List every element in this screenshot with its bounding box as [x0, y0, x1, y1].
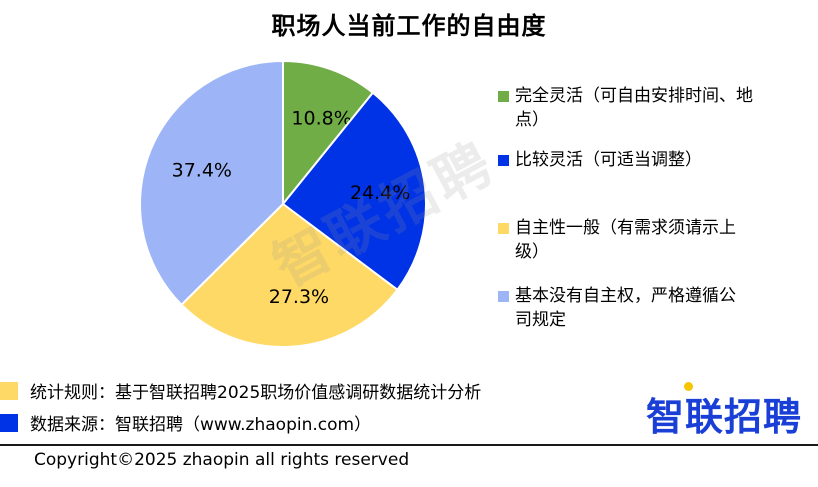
pie-data-label-0: 10.8%: [291, 108, 351, 130]
legend-item-fairly-flexible: 比较灵活（可适当调整）: [498, 148, 775, 172]
legend-swatch: [498, 223, 509, 234]
legend-label: 基本没有自主权，严格遵循公司规定: [515, 286, 736, 330]
legend-item-fully-flexible: 完全灵活（可自由安排时间、地点）: [498, 84, 755, 132]
copyright: Copyright©2025 zhaopin all rights reserv…: [34, 450, 410, 470]
pie-data-label-1: 24.4%: [350, 182, 410, 204]
pie-slice-3: [139, 59, 284, 307]
logo-text: 智联招聘: [646, 395, 803, 439]
zhaopin-logo: 智联招聘: [646, 382, 803, 441]
legend-item-moderate-autonomy: 自主性一般（有需求须请示上级）: [498, 216, 755, 264]
legend-swatch: [498, 91, 509, 102]
footnote-text: 数据来源：智联招聘（www.zhaopin.com）: [30, 415, 372, 435]
divider: [0, 444, 818, 446]
legend-item-no-autonomy: 基本没有自主权，严格遵循公司规定: [498, 284, 750, 332]
footnote-marker: [0, 413, 18, 432]
logo-dot: [684, 382, 693, 391]
legend-swatch: [498, 291, 509, 302]
pie-data-label-3: 37.4%: [172, 160, 232, 182]
legend-label: 完全灵活（可自由安排时间、地点）: [515, 86, 753, 130]
footnote-data-source: 数据来源：智联招聘（www.zhaopin.com）: [0, 410, 371, 435]
chart-title: 职场人当前工作的自由度: [271, 12, 547, 40]
legend-label: 比较灵活（可适当调整）: [515, 150, 702, 170]
footnote-text: 统计规则：基于智联招聘2025职场价值感调研数据统计分析: [30, 383, 482, 403]
footnote-stat-rule: 统计规则：基于智联招聘2025职场价值感调研数据统计分析: [0, 378, 481, 403]
pie-slice-0: [282, 59, 375, 207]
legend-swatch: [498, 155, 509, 166]
pie-slice-2: [180, 202, 399, 348]
legend-label: 自主性一般（有需求须请示上级）: [515, 218, 736, 262]
pie-data-label-2: 27.3%: [269, 286, 329, 308]
pie-slice-1: [281, 91, 427, 292]
footnote-marker: [0, 381, 18, 400]
